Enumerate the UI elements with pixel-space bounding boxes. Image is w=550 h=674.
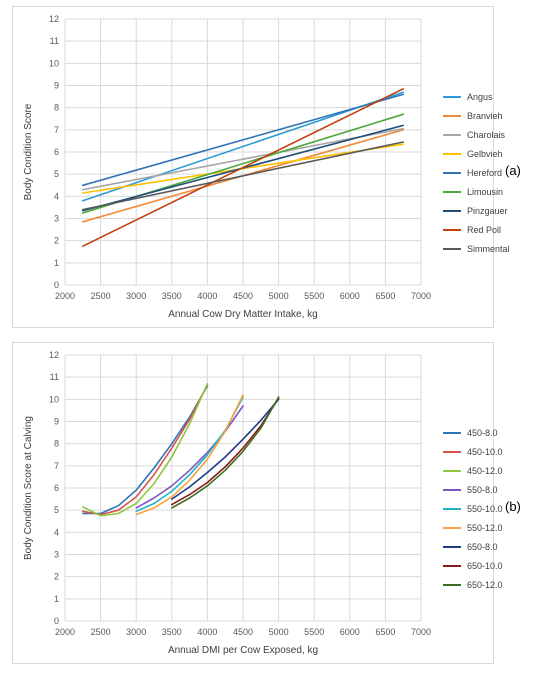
legend-label: Branvieh: [467, 111, 503, 121]
y-tick-label: 0: [54, 616, 59, 626]
x-tick-label: 4500: [233, 291, 253, 301]
y-tick-label: 4: [54, 527, 59, 537]
series-line-simmental: [82, 141, 405, 211]
series-line-450-8-0: [82, 385, 209, 515]
y-tick-label: 5: [54, 169, 59, 179]
x-tick-label: 3000: [126, 627, 146, 637]
legend-label: 450-10.0: [467, 447, 503, 457]
legend-label: Hereford: [467, 168, 502, 178]
y-axis-title: Body Condition Score: [23, 103, 34, 200]
panel-label-a: (a): [505, 163, 521, 178]
chart-panel-a: 0 1 2 3 4 5 6 7 8 9 10 11 12 2000 2500 3000 3500 4000 4500…: [12, 6, 510, 328]
legend-label: 550-8.0: [467, 485, 498, 495]
y-tick-label: 6: [54, 147, 59, 157]
y-tick-label: 5: [54, 505, 59, 515]
y-tick-label: 6: [54, 483, 59, 493]
x-tick-label: 3500: [162, 627, 182, 637]
legend-label: 650-12.0: [467, 580, 503, 590]
legend-label: Charolais: [467, 130, 506, 140]
y-tick-label: 4: [54, 191, 59, 201]
x-tick-label: 6500: [375, 627, 395, 637]
y-tick-label: 9: [54, 417, 59, 427]
x-tick-label: 7000: [411, 627, 431, 637]
legend-label: 650-8.0: [467, 542, 498, 552]
x-tick-label: 5000: [269, 291, 289, 301]
x-tick-label: 6000: [340, 291, 360, 301]
y-tick-label: 0: [54, 280, 59, 290]
y-tick-label: 3: [54, 214, 59, 224]
x-tick-label: 5500: [304, 627, 324, 637]
legend-label: Simmental: [467, 244, 510, 254]
x-tick-label: 4000: [197, 291, 217, 301]
x-tick-label: 6500: [375, 291, 395, 301]
panel-label-b: (b): [505, 499, 521, 514]
x-tick-label: 6000: [340, 627, 360, 637]
x-tick-label: 5000: [269, 627, 289, 637]
x-tick-label: 2000: [55, 627, 75, 637]
x-tick-label: 7000: [411, 291, 431, 301]
y-axis-title: Body Condition Score at Calving: [23, 416, 34, 560]
series-line-hereford: [82, 93, 405, 187]
x-axis-title: Annual Cow Dry Matter Intake, kg: [168, 309, 318, 320]
y-tick-label: 7: [54, 461, 59, 471]
series-line-450-12-0: [82, 382, 209, 517]
y-tick-label: 12: [49, 14, 59, 24]
series-line-650-8-0: [171, 398, 280, 500]
series-line-550-12-0: [135, 394, 244, 516]
x-tick-label: 2500: [91, 627, 111, 637]
y-tick-label: 2: [54, 572, 59, 582]
legend-label: Pinzgauer: [467, 206, 508, 216]
legend-label: 450-12.0: [467, 466, 503, 476]
y-tick-label: 7: [54, 125, 59, 135]
series-line-red-poll: [82, 88, 405, 247]
series-line-650-10-0: [171, 397, 280, 506]
legend-label: 550-12.0: [467, 523, 503, 533]
series-line-450-10-0: [82, 384, 209, 516]
x-tick-label: 5500: [304, 291, 324, 301]
y-tick-label: 2: [54, 236, 59, 246]
y-tick-label: 8: [54, 439, 59, 449]
legend-label: 650-10.0: [467, 561, 503, 571]
y-tick-label: 1: [54, 594, 59, 604]
legend-label: Limousin: [467, 187, 503, 197]
x-tick-label: 2500: [91, 291, 111, 301]
y-tick-label: 11: [50, 372, 59, 382]
series-line-650-12-0: [171, 396, 280, 509]
legend-label: Red Poll: [467, 225, 501, 235]
legend-label: Angus: [467, 92, 493, 102]
x-tick-label: 3500: [162, 291, 182, 301]
x-tick-label: 4000: [197, 627, 217, 637]
x-tick-label: 4500: [233, 627, 253, 637]
y-tick-label: 8: [54, 103, 59, 113]
x-axis-title: Annual DMI per Cow Exposed, kg: [168, 645, 318, 656]
chart-panel-b: 0 1 2 3 4 5 6 7 8 9 10 11 12 2000 2500 3000 3500 4000 4500…: [12, 342, 503, 664]
y-tick-label: 1: [54, 258, 59, 268]
y-tick-label: 10: [49, 58, 59, 68]
y-tick-label: 3: [54, 550, 59, 560]
y-tick-label: 9: [54, 81, 59, 91]
x-tick-label: 3000: [126, 291, 146, 301]
legend-label: 450-8.0: [467, 428, 498, 438]
legend-label: Gelbvieh: [467, 149, 503, 159]
x-tick-label: 2000: [55, 291, 75, 301]
legend-label: 550-10.0: [467, 504, 503, 514]
y-tick-label: 11: [50, 36, 59, 46]
y-tick-label: 10: [49, 394, 59, 404]
y-tick-label: 12: [49, 350, 59, 360]
